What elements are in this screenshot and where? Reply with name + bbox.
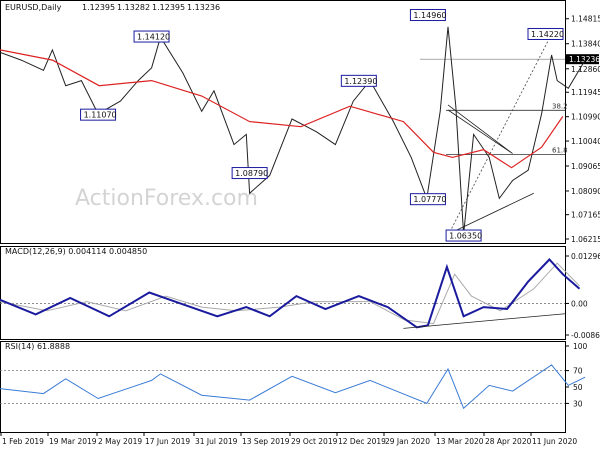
callout-box [133,30,170,43]
rsi-y-tick-label: 50 [573,383,583,392]
watermark: ActionForex.com [75,186,258,211]
macd-line [0,258,581,329]
price-y-tick-label: 1.13840 [571,40,600,49]
x-tick-label: 13 Sep 2019 [242,437,290,446]
panel-frame-price [0,0,566,244]
x-tick-label: 13 Mar 2020 [436,437,484,446]
fib-level-label: 38.2 [552,102,568,110]
x-tick-label: 1 Feb 2019 [2,437,44,446]
price-y-tick-label: 1.06215 [571,235,600,244]
rsi-y-tick-label: 100 [573,342,588,351]
callout-label: 1.14120 [137,33,170,42]
x-tick-label: 19 Mar 2019 [49,437,97,446]
support-trendline [447,192,534,235]
rsi-title: RSI(14) 61.8888 [5,342,70,351]
panel-frame-macd [0,246,566,340]
callout-label: 1.07770 [413,195,446,204]
callout-box [445,229,482,242]
panel-frame-rsi [0,341,566,433]
macd-trendline [403,313,566,329]
price-y-tick-label: 1.12860 [571,65,600,74]
ohlc-open: 1.12395 [82,3,115,12]
x-tick-label: 29 Oct 2019 [291,437,338,446]
last-price-tag [566,54,599,65]
callout-box [409,193,446,206]
callout-box [409,9,446,22]
ohlc-low: 1.12395 [152,3,185,12]
x-tick-label: 2 May 2019 [98,437,142,446]
callout-label: 1.14960 [413,11,446,20]
x-tick-label: 17 Jun 2019 [145,437,190,446]
callout-box [231,167,268,180]
callout-label: 1.08790 [235,169,268,178]
macd-signal-line [0,262,580,325]
macd-y-tick-label: -0.008616 [571,331,600,340]
last-price-label: 1.13236 [569,55,600,64]
callout-label: 1.11070 [84,111,117,120]
callout-box [80,108,117,121]
callout-label: 1.06350 [449,232,482,241]
x-tick-label: 11 Jun 2020 [532,437,577,446]
macd-y-tick-label: 0.00 [571,299,588,308]
callout-box [340,74,377,87]
x-tick-label: 12 Dec 2019 [338,437,386,446]
x-tick-label: 31 Jul 2019 [195,437,238,446]
macd-y-tick-label: 0.012967 [571,252,600,261]
price-y-tick-label: 1.10990 [571,113,600,122]
macd-title: MACD(12,26,9) 0.004114 0.004850 [5,247,147,256]
price-series-line [0,26,586,235]
triangle-pattern [447,104,513,154]
price-y-tick-label: 1.09065 [571,162,600,171]
price-y-tick-label: 1.11945 [571,88,600,97]
price-y-tick-label: 1.14815 [571,15,600,24]
price-y-tick-label: 1.08090 [571,187,600,196]
x-tick-label: 29 Jan 2020 [385,437,430,446]
rally-dashed-line [447,33,552,236]
ohlc-close: 1.13236 [187,3,220,12]
rsi-y-tick-label: 70 [573,367,583,376]
callout-label: 1.14220 [531,30,564,39]
callout-box [527,27,564,40]
ohlc-high: 1.13282 [117,3,150,12]
moving-average-line [0,49,564,169]
price-y-tick-label: 1.07165 [571,211,600,220]
price-y-tick-label: 1.10040 [571,137,600,146]
instrument-label: EURUSD,Daily [5,3,62,12]
rsi-y-tick-label: 30 [573,399,583,408]
x-tick-label: 28 Apr 2020 [485,437,532,446]
fib-level-label: 61.8 [552,147,568,155]
callout-label: 1.12390 [344,77,377,86]
rsi-line [0,364,586,410]
